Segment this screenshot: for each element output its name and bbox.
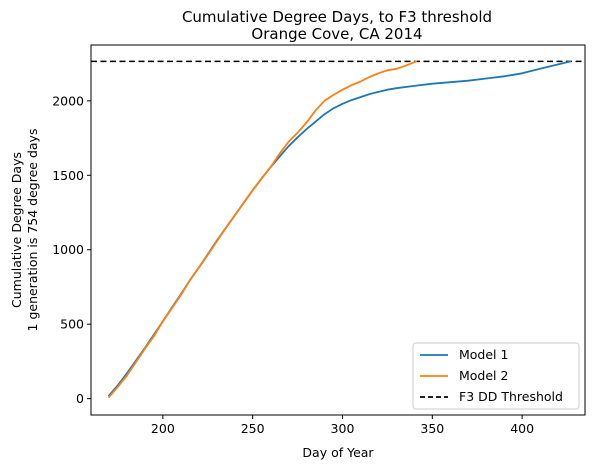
chart-title: Cumulative Degree Days, to F3 threshold <box>182 8 492 26</box>
x-tick-label: 350 <box>420 421 444 436</box>
y-tick-label: 1500 <box>52 168 84 183</box>
chart-subtitle: Orange Cove, CA 2014 <box>251 25 422 43</box>
legend-label-threshold: F3 DD Threshold <box>459 389 563 404</box>
y-axis: 0 500 1000 1500 2000 <box>52 93 91 406</box>
x-tick-label: 300 <box>331 421 355 436</box>
x-tick-label: 200 <box>151 421 175 436</box>
legend-label-model-1: Model 1 <box>459 347 508 362</box>
legend-label-model-2: Model 2 <box>459 368 508 383</box>
y-tick-label: 2000 <box>52 93 84 108</box>
y-axis-label-note: 1 generation is 754 degree days <box>25 129 40 332</box>
series-line-model-2 <box>108 60 418 399</box>
y-tick-label: 0 <box>76 391 84 406</box>
plot-frame <box>90 44 586 416</box>
x-tick-label: 250 <box>241 421 265 436</box>
y-tick-label: 500 <box>60 317 84 332</box>
x-axis: 200 250 300 350 400 <box>151 415 534 436</box>
x-tick-label: 400 <box>510 421 534 436</box>
x-axis-label: Day of Year <box>302 445 374 460</box>
plot-area <box>91 60 585 399</box>
legend: Model 1 Model 2 F3 DD Threshold <box>412 342 580 410</box>
legend-box <box>412 342 580 410</box>
y-tick-label: 1000 <box>52 242 84 257</box>
y-axis-label: Cumulative Degree Days <box>9 152 24 308</box>
